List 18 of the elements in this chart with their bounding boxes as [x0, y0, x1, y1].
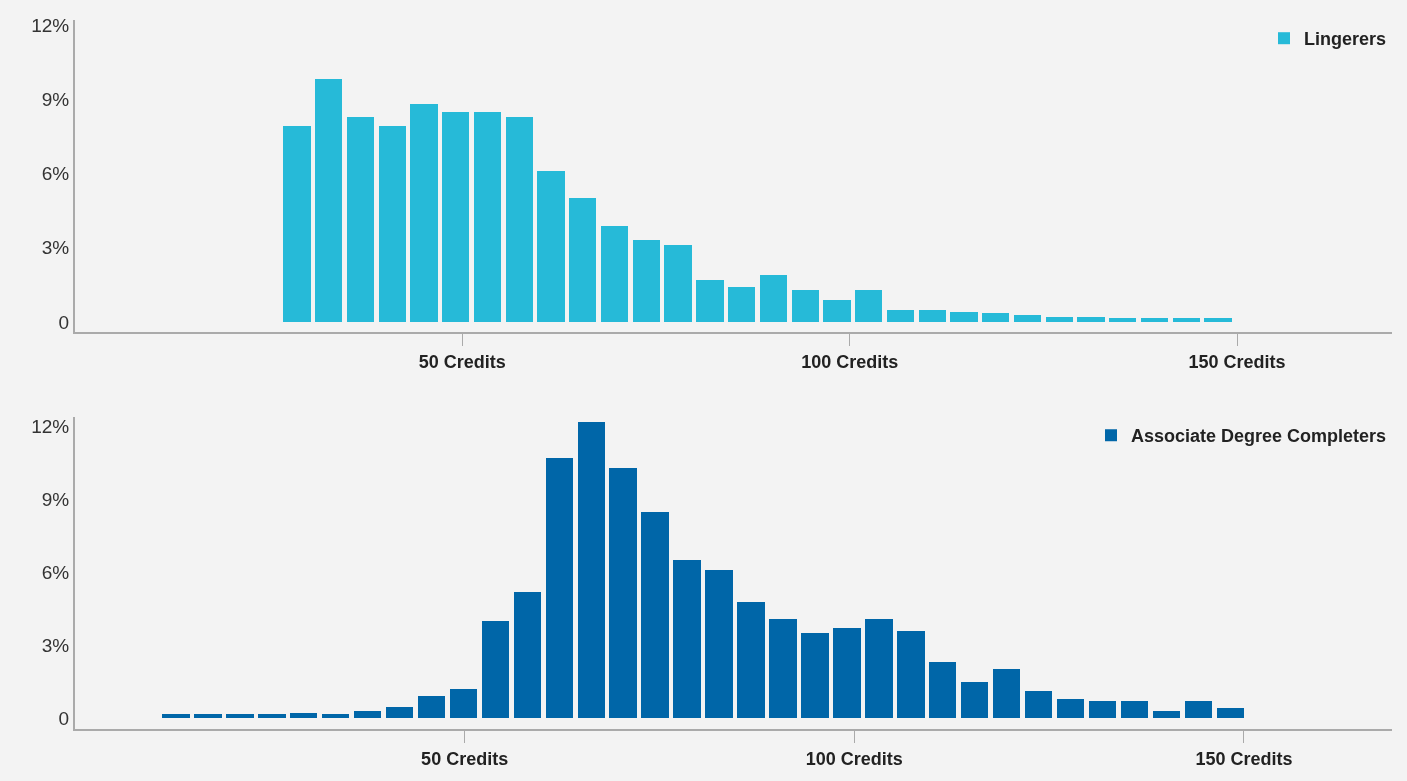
y-tick-label: 12%: [31, 14, 70, 36]
legend-label: Lingerers: [1304, 29, 1387, 50]
y-tick-label: 3%: [41, 237, 70, 259]
x-tick-label: 50 Credits: [421, 748, 509, 769]
y-tick-label: 9%: [41, 88, 70, 110]
y-tick-label: 0: [58, 311, 70, 333]
x-tick-label: 100 Credits: [801, 351, 899, 372]
x-tick-label: 50 Credits: [418, 351, 506, 372]
x-tick-label: 150 Credits: [1188, 351, 1286, 372]
y-tick-label: 6%: [41, 562, 70, 584]
y-tick-label: 0: [58, 707, 70, 729]
legend-label: Associate Degree Completers: [1131, 426, 1387, 447]
y-tick-label: 12%: [31, 416, 70, 438]
y-tick-label: 3%: [41, 634, 70, 656]
y-tick-label: 6%: [41, 163, 70, 185]
x-tick-label: 150 Credits: [1195, 748, 1293, 769]
y-tick-label: 9%: [41, 489, 70, 511]
x-tick-label: 100 Credits: [805, 748, 903, 769]
